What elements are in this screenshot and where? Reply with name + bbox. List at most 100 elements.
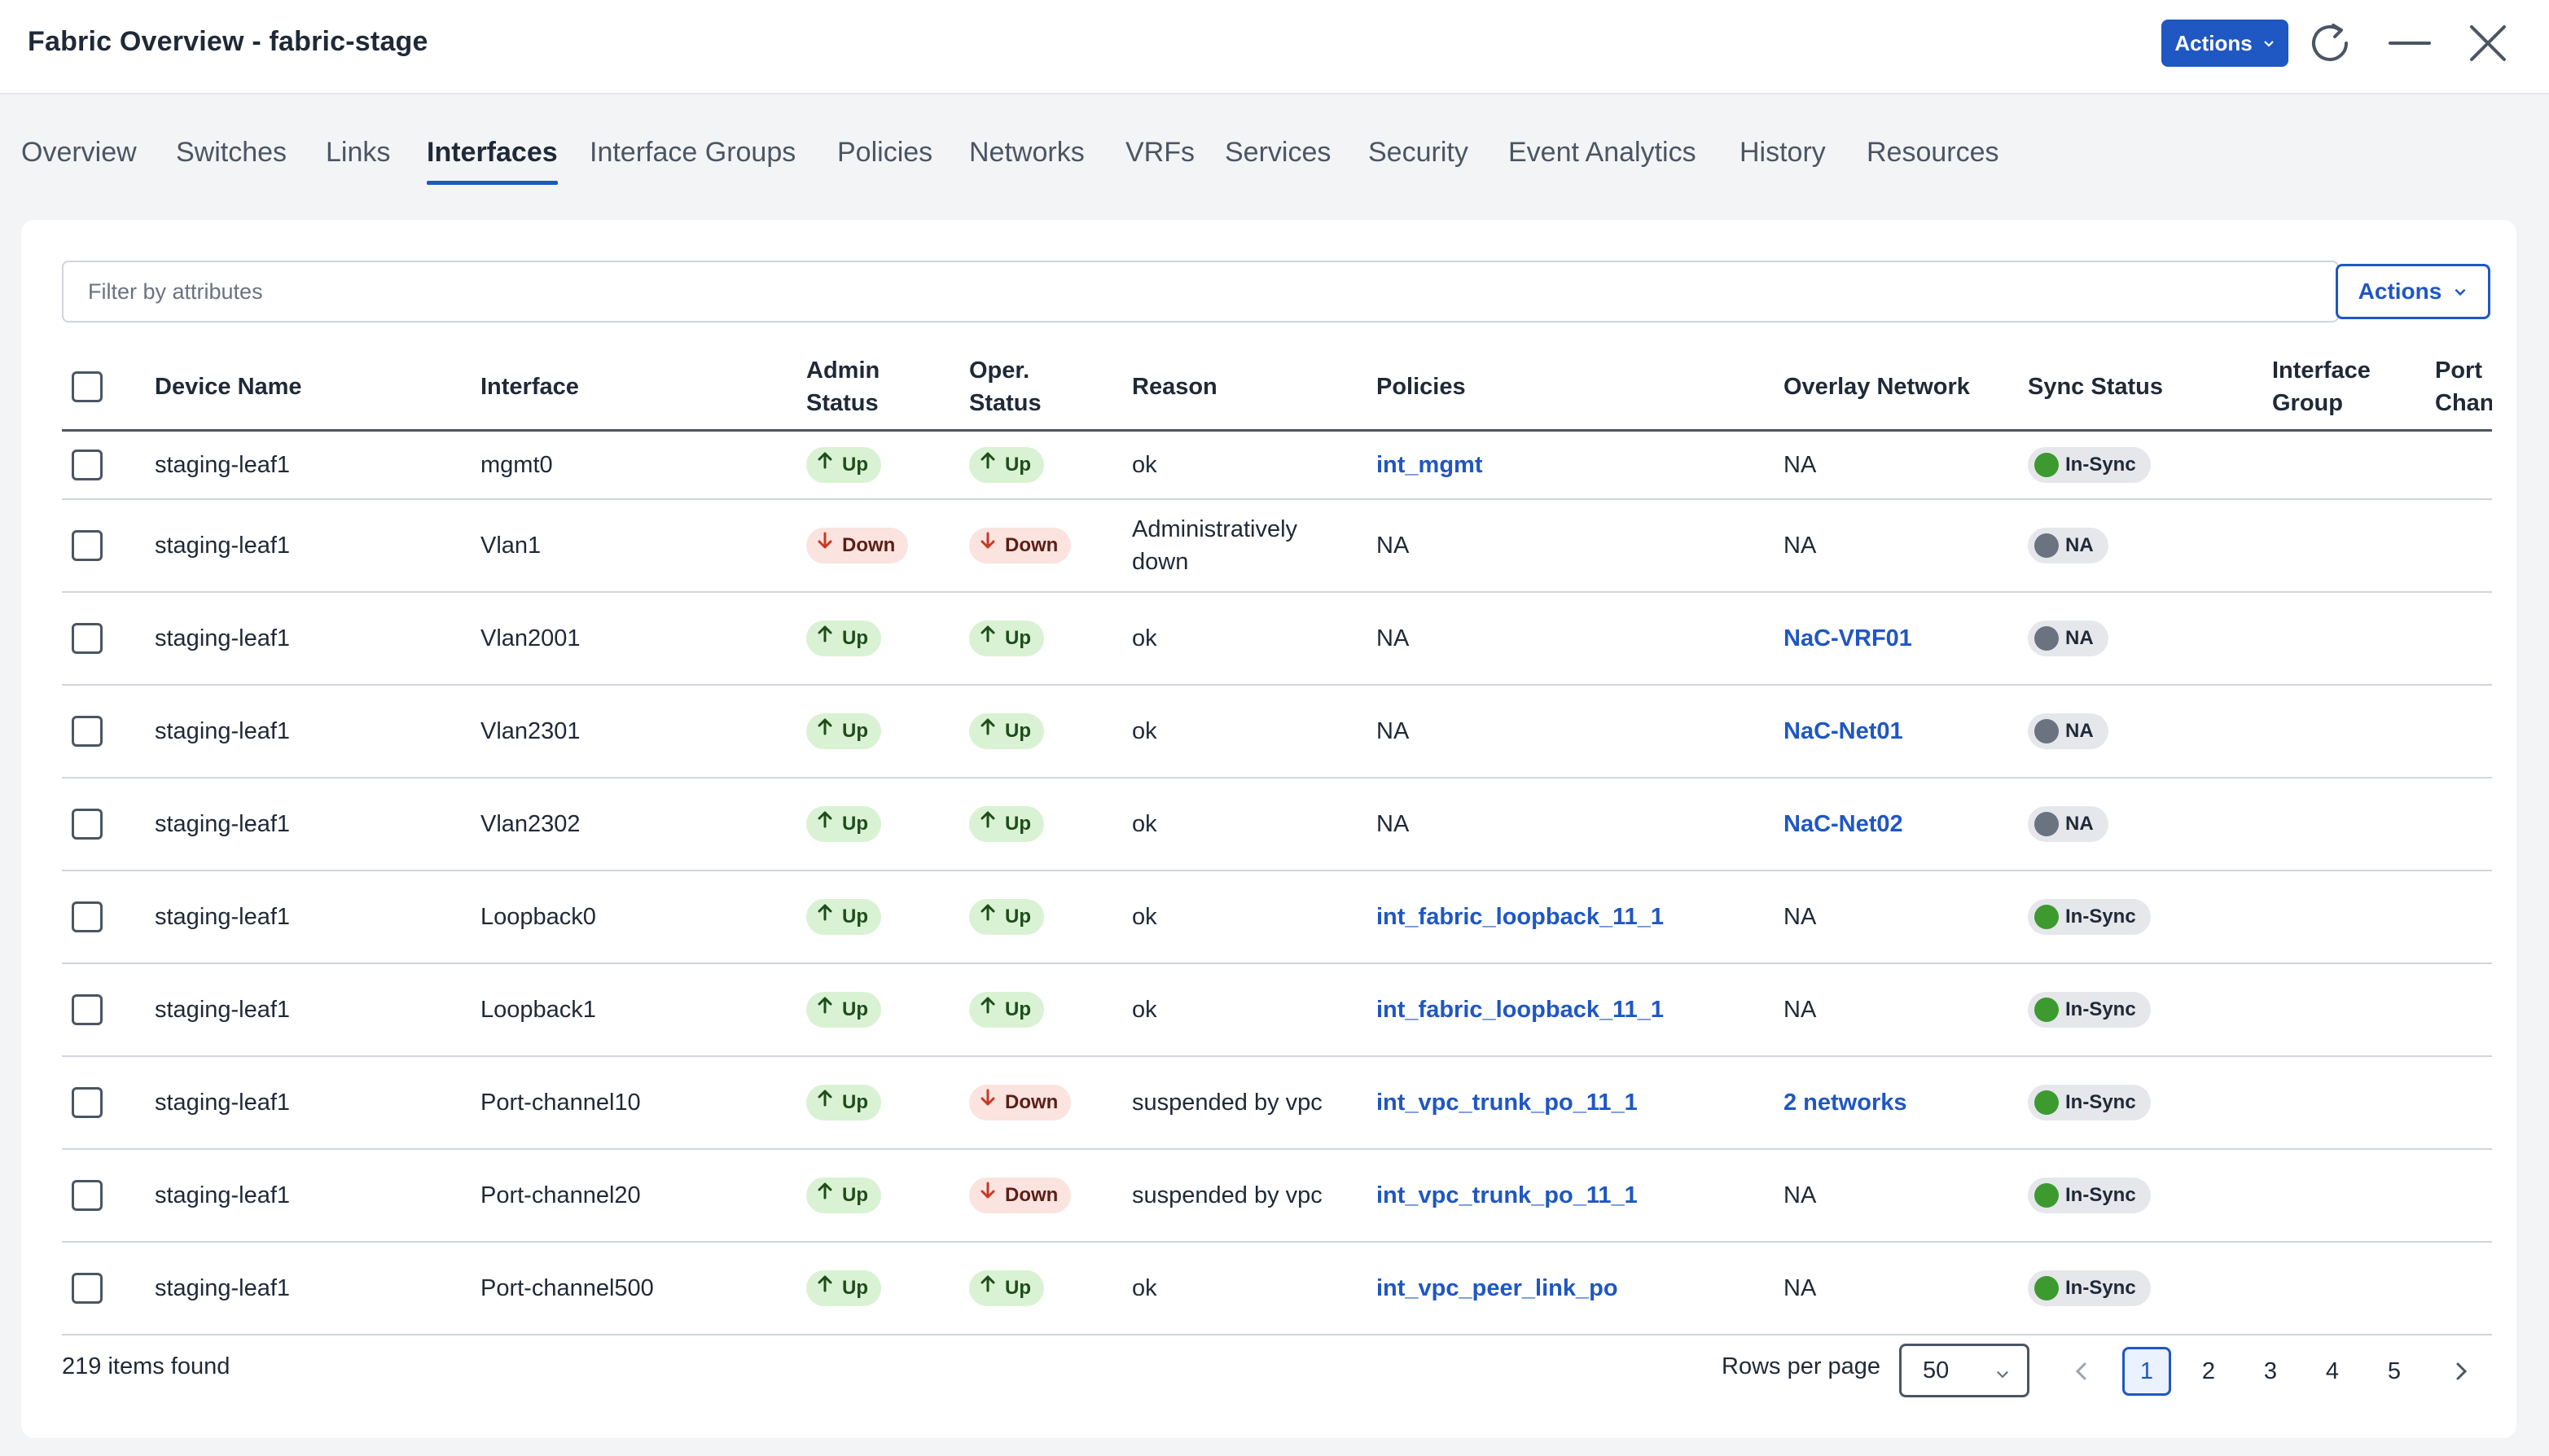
- column-interface-group[interactable]: Interface Group: [2272, 342, 2371, 432]
- previous-page-button[interactable]: [2057, 1347, 2106, 1396]
- oper-status-badge: Up: [969, 1270, 1044, 1306]
- overlay-network-link[interactable]: NaC-Net02: [1783, 811, 1903, 837]
- row-checkbox[interactable]: [72, 1273, 103, 1304]
- refresh-icon: [2312, 24, 2348, 61]
- oper-status-badge: Down: [969, 1085, 1072, 1121]
- overlay-network-cell: NA: [1783, 904, 1817, 930]
- admin-status-badge-label: Up: [842, 813, 868, 835]
- row-checkbox[interactable]: [72, 1180, 103, 1211]
- interface-cell: Port-channel10: [480, 1090, 641, 1116]
- rows-per-page-select[interactable]: 50: [1899, 1344, 2029, 1397]
- policy-link[interactable]: int_fabric_loopback_11_1: [1376, 904, 1664, 930]
- device-name-cell: staging-leaf1: [155, 1275, 291, 1301]
- overlay-network-cell: NA: [1783, 1275, 1817, 1301]
- arrow-down-icon: [977, 1086, 998, 1119]
- column-interface-group-line1: Interface: [2272, 357, 2371, 384]
- in-sync-dot-icon: [2034, 998, 2059, 1022]
- select-all-checkbox[interactable]: [72, 371, 103, 402]
- column-admin-status[interactable]: Admin Status: [806, 342, 880, 432]
- tab-resources[interactable]: Resources: [1867, 137, 1999, 168]
- tab-interface-groups[interactable]: Interface Groups: [590, 137, 796, 168]
- admin-status-badge: Down: [806, 528, 909, 564]
- row-checkbox[interactable]: [72, 716, 103, 747]
- overlay-network-link[interactable]: 2 networks: [1783, 1090, 1907, 1116]
- column-port-channel[interactable]: Port Channel: [2435, 342, 2492, 432]
- header-actions-button[interactable]: Actions: [2161, 20, 2288, 67]
- policy-link[interactable]: int_mgmt: [1376, 452, 1483, 478]
- sync-status-label: In-Sync: [2065, 454, 2136, 476]
- reason-cell: ok: [1132, 452, 1157, 478]
- reason-cell: ok: [1132, 904, 1157, 930]
- minimize-button[interactable]: [2384, 18, 2435, 68]
- row-checkbox[interactable]: [72, 809, 103, 840]
- table-row: staging-leaf1 Loopback0 Up Up ok int_fabric_l…: [62, 871, 2492, 964]
- oper-status-badge-label: Up: [1005, 720, 1031, 742]
- top-bar: Fabric Overview - fabric-stage Actions: [0, 0, 2549, 94]
- row-checkbox[interactable]: [72, 994, 103, 1025]
- row-checkbox[interactable]: [72, 1087, 103, 1118]
- policies-cell: NA: [1376, 625, 1410, 651]
- in-sync-dot-icon: [2034, 453, 2059, 477]
- tab-interfaces[interactable]: Interfaces: [427, 137, 558, 185]
- in-sync-dot-icon: [2034, 1090, 2059, 1115]
- tab-switches[interactable]: Switches: [176, 137, 287, 168]
- policy-link[interactable]: int_vpc_trunk_po_11_1: [1376, 1182, 1638, 1208]
- row-checkbox[interactable]: [72, 530, 103, 561]
- page-3-button[interactable]: 3: [2263, 1357, 2278, 1384]
- tab-policies[interactable]: Policies: [837, 137, 933, 168]
- close-button[interactable]: [2463, 18, 2513, 68]
- close-icon: [2470, 25, 2506, 61]
- admin-status-badge: Up: [806, 1270, 881, 1306]
- arrow-down-icon: [977, 529, 998, 562]
- device-name-cell: staging-leaf1: [155, 718, 291, 744]
- sync-status-badge: NA: [2028, 713, 2108, 749]
- page-5-button[interactable]: 5: [2387, 1357, 2402, 1384]
- tab-history[interactable]: History: [1740, 137, 1826, 168]
- chevron-right-icon: [2456, 1362, 2468, 1380]
- reason-cell: ok: [1132, 625, 1157, 651]
- sync-status-label: NA: [2065, 627, 2094, 649]
- column-policies[interactable]: Policies: [1376, 374, 1466, 400]
- arrow-up-icon: [977, 449, 998, 481]
- column-sync-status[interactable]: Sync Status: [2028, 374, 2163, 400]
- page-4-button[interactable]: 4: [2325, 1357, 2340, 1384]
- column-oper-status-line2: Status: [969, 390, 1042, 416]
- overlay-network-link[interactable]: NaC-Net01: [1783, 718, 1903, 744]
- column-reason[interactable]: Reason: [1132, 374, 1217, 400]
- oper-status-badge: Down: [969, 528, 1072, 564]
- admin-status-badge: Up: [806, 899, 881, 935]
- column-overlay-network[interactable]: Overlay Network: [1783, 374, 1970, 400]
- policy-link[interactable]: int_vpc_peer_link_po: [1376, 1275, 1618, 1301]
- arrow-up-icon: [814, 1272, 836, 1305]
- interface-cell: Port-channel20: [480, 1182, 641, 1208]
- tab-security[interactable]: Security: [1368, 137, 1468, 168]
- tab-links[interactable]: Links: [326, 137, 391, 168]
- arrow-up-icon: [977, 993, 998, 1026]
- tab-networks[interactable]: Networks: [969, 137, 1085, 168]
- device-name-cell: staging-leaf1: [155, 997, 291, 1023]
- tab-services[interactable]: Services: [1225, 137, 1332, 168]
- column-oper-status[interactable]: Oper. Status: [969, 342, 1042, 432]
- column-device-name[interactable]: Device Name: [155, 374, 302, 400]
- next-page-button[interactable]: [2437, 1347, 2485, 1396]
- row-checkbox[interactable]: [72, 623, 103, 654]
- table-actions-button[interactable]: Actions: [2336, 264, 2490, 319]
- column-interface[interactable]: Interface: [480, 374, 579, 400]
- tab-event-analytics[interactable]: Event Analytics: [1508, 137, 1696, 168]
- table-row: staging-leaf1 Vlan2301 Up Up ok NA NaC-Net01 NA: [62, 686, 2492, 778]
- interface-cell: mgmt0: [480, 452, 553, 478]
- overlay-network-link[interactable]: NaC-VRF01: [1783, 625, 1912, 651]
- filter-input[interactable]: [62, 261, 2339, 322]
- admin-status-badge-label: Up: [842, 454, 868, 476]
- page-1-button[interactable]: 1: [2122, 1347, 2171, 1396]
- column-port-channel-line2: Channel: [2435, 390, 2492, 416]
- sync-status-badge: NA: [2028, 806, 2108, 842]
- row-checkbox[interactable]: [72, 901, 103, 932]
- tab-vrfs[interactable]: VRFs: [1125, 137, 1195, 168]
- tab-overview[interactable]: Overview: [21, 137, 137, 168]
- row-checkbox[interactable]: [72, 450, 103, 480]
- policy-link[interactable]: int_fabric_loopback_11_1: [1376, 997, 1664, 1023]
- policy-link[interactable]: int_vpc_trunk_po_11_1: [1376, 1090, 1638, 1116]
- page-2-button[interactable]: 2: [2201, 1357, 2216, 1384]
- refresh-button[interactable]: [2305, 18, 2355, 68]
